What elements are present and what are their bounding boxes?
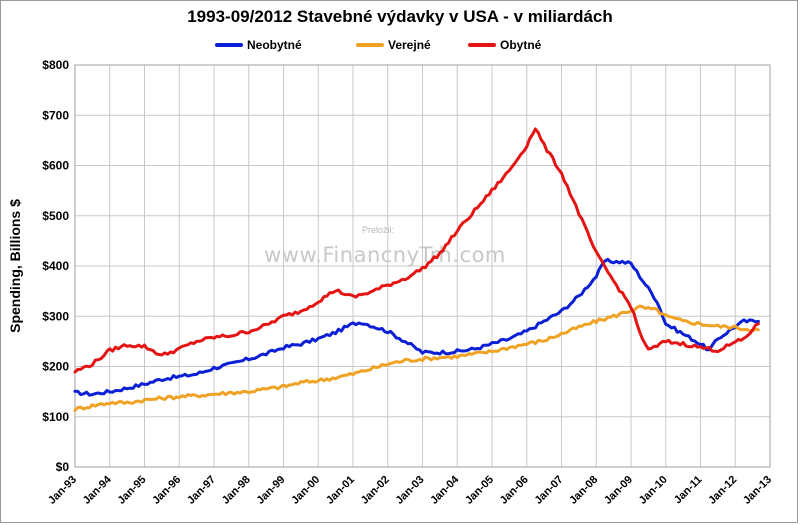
x-axis-ticks: Jan-93 Jan-94 Jan-95 Jan-96 Jan-97 Jan-98 Jan-… xyxy=(46,473,774,507)
y-tick-label: $100 xyxy=(42,410,69,424)
x-tick-label: Jan-01 xyxy=(324,474,357,507)
series-line-obytne xyxy=(73,127,760,374)
legend-label-verejne: Verejné xyxy=(388,38,431,52)
y-tick-label: $300 xyxy=(42,309,69,323)
y-tick-label: $600 xyxy=(42,159,69,173)
y-tick-label: $700 xyxy=(42,108,69,122)
y-tick-label: $800 xyxy=(42,58,69,72)
y-tick-label: $200 xyxy=(42,360,69,374)
x-tick-label: Jan-06 xyxy=(498,474,531,507)
x-tick-label: Jan-93 xyxy=(46,474,79,507)
x-tick-label: Jan-12 xyxy=(706,474,739,507)
y-axis-ticks: $0 $100 $200 $300 $400 $500 $600 $700 $800 xyxy=(42,58,69,474)
x-tick-label: Jan-08 xyxy=(567,474,600,507)
legend-label-neobytne: Neobytné xyxy=(247,38,302,52)
x-tick-label: Jan-10 xyxy=(637,474,670,507)
y-tick-label: $500 xyxy=(42,209,69,223)
watermark: Preložil: www.FinancnyTrh.com xyxy=(264,225,506,267)
series-lines xyxy=(73,127,760,412)
x-tick-label: Jan-05 xyxy=(463,474,496,507)
x-tick-label: Jan-99 xyxy=(254,474,287,507)
y-tick-label: $0 xyxy=(56,460,70,474)
legend: Neobytné Verejné Obytné xyxy=(215,38,542,52)
y-tick-label: $400 xyxy=(42,259,69,273)
x-tick-label: Jan-94 xyxy=(81,473,115,507)
x-tick-label: Jan-13 xyxy=(741,474,774,507)
watermark-small-text: Preložil: xyxy=(362,225,394,235)
x-tick-label: Jan-95 xyxy=(115,474,148,507)
x-tick-label: Jan-97 xyxy=(185,474,218,507)
x-tick-label: Jan-11 xyxy=(672,474,705,507)
x-tick-label: Jan-09 xyxy=(602,474,635,507)
watermark-url-text: www.FinancnyTrh.com xyxy=(264,243,506,267)
chart-title: 1993-09/2012 Stavebné výdavky v USA - v … xyxy=(187,7,613,26)
x-tick-label: Jan-98 xyxy=(220,474,253,507)
x-tick-label: Jan-03 xyxy=(393,474,426,507)
x-tick-label: Jan-96 xyxy=(150,474,183,507)
plot-area xyxy=(74,64,771,468)
legend-label-obytne: Obytné xyxy=(500,38,542,52)
series-line-verejne xyxy=(73,304,760,412)
x-tick-label: Jan-04 xyxy=(428,473,462,507)
x-tick-label: Jan-00 xyxy=(289,474,322,507)
x-tick-label: Jan-02 xyxy=(359,474,392,507)
x-tick-label: Jan-07 xyxy=(532,474,565,507)
series-line-neobytne xyxy=(73,257,760,397)
y-axis-label: Spending, Billions $ xyxy=(7,199,23,333)
